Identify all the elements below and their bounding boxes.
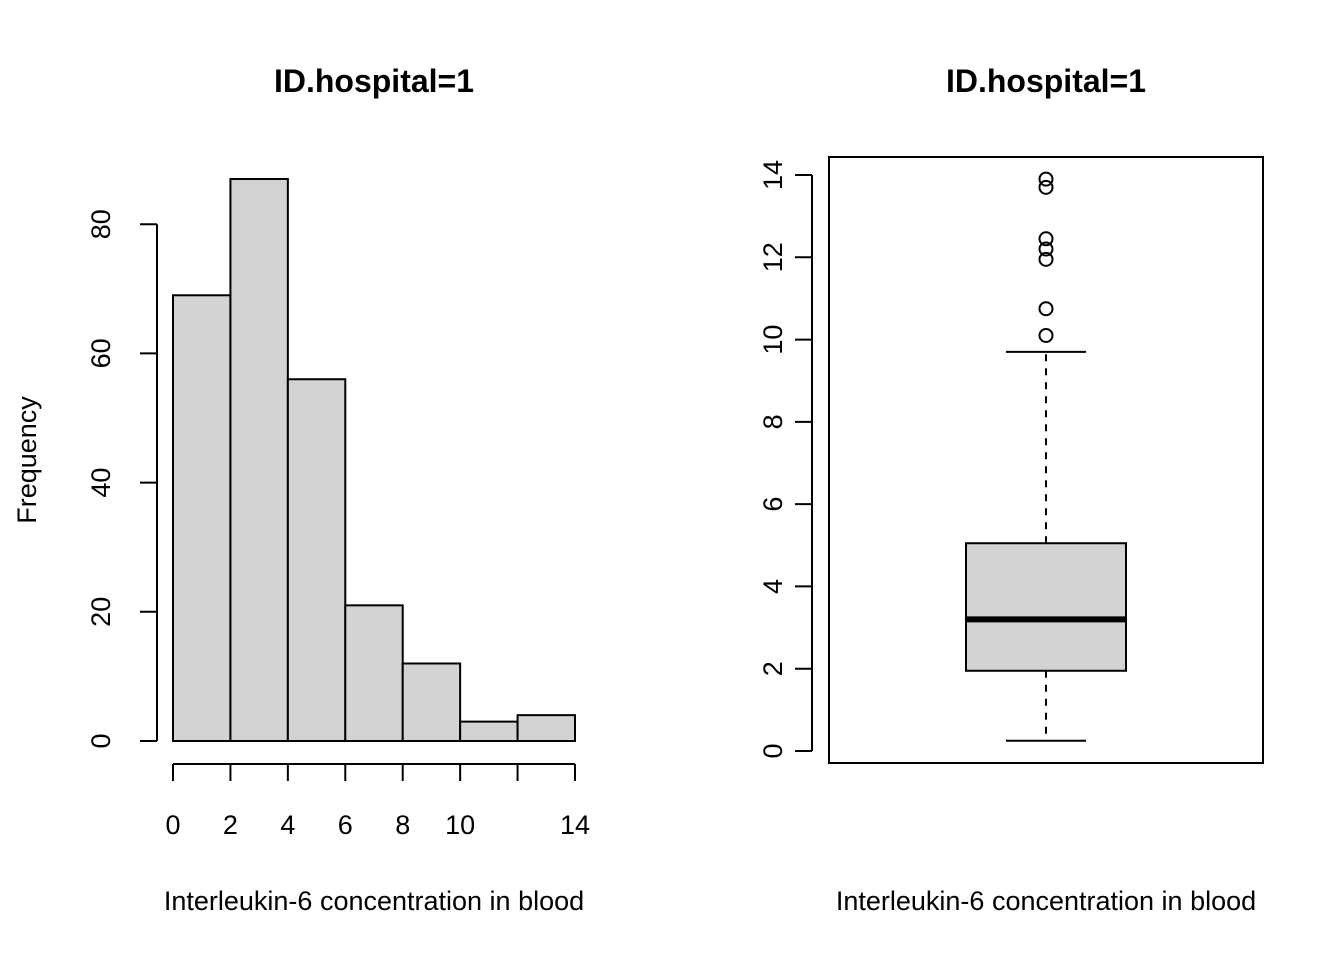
- histogram-x-tick-label: 14: [560, 810, 590, 840]
- boxplot-outlier-point: [1038, 241, 1054, 257]
- boxplot-y-tick-label: 6: [758, 497, 788, 512]
- boxplot-y-tick-label: 0: [758, 743, 788, 758]
- boxplot-title: ID.hospital=1: [946, 63, 1146, 99]
- histogram-bar: [344, 604, 404, 743]
- histogram-bar: [172, 294, 232, 742]
- boxplot-outlier-point: [1038, 171, 1054, 187]
- histogram-bar: [516, 714, 576, 743]
- histogram-bars: [172, 178, 576, 743]
- histogram-x-tick-label: 8: [395, 810, 410, 840]
- boxplot-body: [965, 350, 1127, 742]
- boxplot-outlier-point: [1038, 301, 1054, 317]
- boxplot-outlier-point: [1038, 327, 1054, 343]
- boxplot-outliers: [1038, 171, 1054, 343]
- boxplot-outlier-point: [1038, 231, 1054, 247]
- histogram-x-tick-label: 4: [280, 810, 295, 840]
- histogram-x-tick-label: 10: [445, 810, 475, 840]
- histogram-y-axis-label: Frequency: [12, 396, 42, 524]
- boxplot-box: [965, 542, 1127, 672]
- histogram-bar: [459, 720, 519, 742]
- boxplot-y-tick-label: 10: [758, 325, 788, 355]
- boxplot-y-tick-label: 2: [758, 661, 788, 676]
- histogram-y-tick-label: 20: [86, 597, 116, 627]
- histogram-panel: ID.hospital=1 0 2 4 6 8 10 14 0 20 40 60 80 Interl…: [12, 63, 590, 916]
- histogram-x-tick-label: 2: [223, 810, 238, 840]
- histogram-y-tick-label: 60: [86, 338, 116, 368]
- histogram-x-axis: 0 2 4 6 8 10 14: [165, 763, 590, 840]
- histogram-y-tick-label: 0: [86, 733, 116, 748]
- histogram-x-axis-label: Interleukin-6 concentration in blood: [164, 886, 584, 916]
- boxplot-y-tick-label: 4: [758, 579, 788, 594]
- boxplot-y-tick-label: 12: [758, 242, 788, 272]
- histogram-y-tick-label: 40: [86, 468, 116, 498]
- boxplot-outlier-point: [1038, 179, 1054, 195]
- boxplot-frame: [828, 156, 1264, 764]
- histogram-bar: [286, 378, 347, 742]
- histogram-title: ID.hospital=1: [274, 63, 474, 99]
- boxplot-y-tick-label: 8: [758, 414, 788, 429]
- histogram-y-tick-label: 80: [86, 209, 116, 239]
- histogram-x-tick-label: 6: [338, 810, 353, 840]
- histogram-x-tick-label: 0: [165, 810, 180, 840]
- boxplot-panel: ID.hospital=1 0 2 4 6 8 10 12 14 Interleukin-6 …: [758, 63, 1264, 916]
- boxplot-y-tick-label: 14: [758, 160, 788, 190]
- boxplot-outlier-point: [1038, 251, 1054, 267]
- boxplot-y-axis: 0 2 4 6 8 10 12 14: [758, 160, 813, 759]
- histogram-bar: [229, 178, 289, 742]
- histogram-y-axis: 0 20 40 60 80: [86, 209, 158, 749]
- histogram-bar: [401, 662, 462, 743]
- boxplot-x-axis-label: Interleukin-6 concentration in blood: [836, 886, 1256, 916]
